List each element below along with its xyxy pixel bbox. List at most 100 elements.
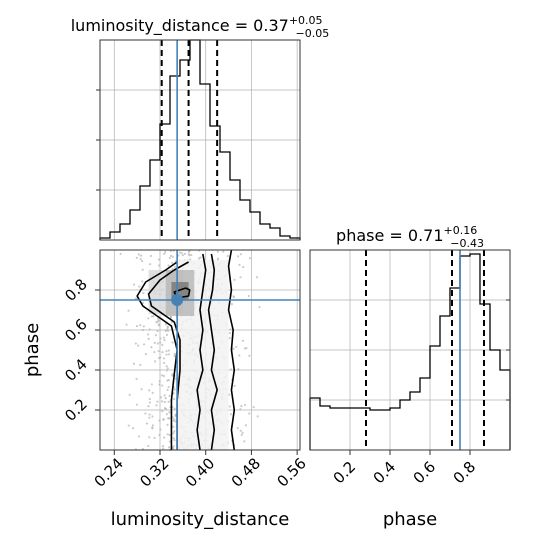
scatter-point-380 (148, 328, 151, 331)
scatter-point-299 (168, 417, 171, 420)
scatter-point-582 (256, 415, 259, 418)
scatter-point-159 (155, 321, 158, 324)
scatter-point-308 (229, 368, 233, 371)
scatter-point-231 (168, 440, 172, 443)
scatter-point-140 (142, 343, 146, 346)
joint-ytick-label-0: 0.2 (61, 395, 91, 425)
hist-phase-xtick-label-1: 0.4 (370, 458, 400, 488)
luminosity-distance-histogram-panel (96, 39, 301, 241)
scatter-point-629 (255, 276, 259, 279)
scatter-point-574 (156, 329, 159, 333)
scatter-point-487 (165, 413, 169, 416)
scatter-point-665 (147, 317, 150, 320)
scatter-point-418 (164, 397, 167, 400)
scatter-point-110 (165, 353, 168, 356)
contour-3 (196, 253, 207, 451)
scatter-point-17 (135, 377, 138, 380)
scatter-point-345 (127, 424, 130, 427)
scatter-point-645 (164, 250, 167, 253)
scatter-point-336 (168, 433, 171, 437)
scatter-point-165 (155, 404, 158, 407)
scatter-point-568 (164, 407, 168, 410)
scatter-point-51 (134, 342, 137, 345)
scatter-point-276 (142, 325, 145, 328)
scatter-point-434 (171, 373, 174, 376)
phase-title-main: phase = 0.71 (336, 226, 443, 245)
scatter-point-522 (148, 436, 151, 439)
scatter-point-209 (158, 433, 161, 437)
scatter-point-530 (157, 356, 161, 360)
scatter-point-259 (166, 388, 169, 391)
scatter-point-695 (148, 413, 151, 416)
hist-phase-frame (309, 249, 511, 451)
scatter-point-633 (157, 323, 160, 326)
scatter-point-242 (247, 294, 250, 298)
scatter-point-637 (216, 250, 219, 253)
scatter-point-130 (163, 394, 166, 397)
scatter-point-208 (166, 326, 169, 329)
scatter-point-175 (153, 350, 156, 354)
scatter-point-233 (151, 424, 154, 427)
scatter-point-551 (236, 426, 239, 430)
scatter-point-545 (171, 261, 174, 264)
scatter-point-391 (144, 353, 148, 356)
scatter-point-687 (140, 254, 143, 257)
scatter-point-160 (172, 437, 175, 440)
scatter-point-41 (157, 264, 161, 267)
luminosity-distance-title-plus: +0.05 (289, 14, 323, 27)
scatter-point-421 (150, 315, 154, 318)
scatter-point-662 (132, 283, 136, 286)
scatter-point-310 (150, 345, 153, 349)
scatter-point-129 (160, 400, 164, 403)
scatter-point-692 (151, 391, 154, 394)
scatter-point-105 (135, 256, 138, 259)
scatter-point-281 (151, 427, 154, 430)
phase-title-minus: −0.43 (450, 237, 484, 250)
joint-ytick-label-3: 0.8 (61, 275, 91, 305)
scatter-point-371 (161, 343, 164, 346)
scatter-point-21 (140, 388, 143, 391)
scatter-point-384 (181, 254, 184, 257)
scatter-point-43 (137, 253, 140, 256)
scatter-point-317 (166, 423, 169, 427)
contour-0 (136, 261, 178, 450)
scatter-point-596 (239, 408, 242, 411)
scatter-point-53 (138, 285, 141, 288)
scatter-point-558 (148, 401, 152, 404)
scatter-point-237 (144, 412, 147, 415)
scatter-point-74 (243, 440, 246, 443)
scatter-point-286 (167, 349, 170, 352)
scatter-point-120 (127, 309, 130, 312)
scatter-point-442 (163, 400, 166, 404)
scatter-point-608 (147, 405, 150, 408)
scatter-point-122 (222, 250, 225, 253)
scatter-point-327 (232, 347, 235, 350)
scatter-point-454 (243, 347, 246, 350)
scatter-point-268 (149, 254, 153, 258)
scatter-point-138 (161, 444, 165, 448)
scatter-point-411 (240, 405, 243, 408)
scatter-point-553 (166, 379, 169, 382)
scatter-point-300 (229, 413, 232, 416)
scatter-point-170 (167, 446, 171, 449)
contour-2 (173, 287, 191, 299)
scatter-point-413 (239, 429, 242, 432)
scatter-point-607 (173, 355, 176, 358)
scatter-point-448 (161, 350, 164, 354)
scatter-point-447 (172, 397, 176, 401)
scatter-point-302 (229, 328, 232, 331)
scatter-point-441 (158, 383, 161, 386)
scatter-point-28 (167, 385, 170, 389)
scatter-point-602 (163, 339, 166, 342)
scatter-point-627 (132, 362, 136, 365)
scatter-point-261 (173, 407, 176, 410)
scatter-point-307 (148, 389, 151, 392)
scatter-point-32 (153, 436, 156, 439)
scatter-point-476 (172, 445, 175, 448)
scatter-point-503 (162, 357, 166, 360)
scatter-point-230 (248, 257, 252, 260)
scatter-point-622 (162, 374, 166, 378)
scatter-point-652 (242, 265, 245, 269)
scatter-point-512 (230, 303, 234, 306)
